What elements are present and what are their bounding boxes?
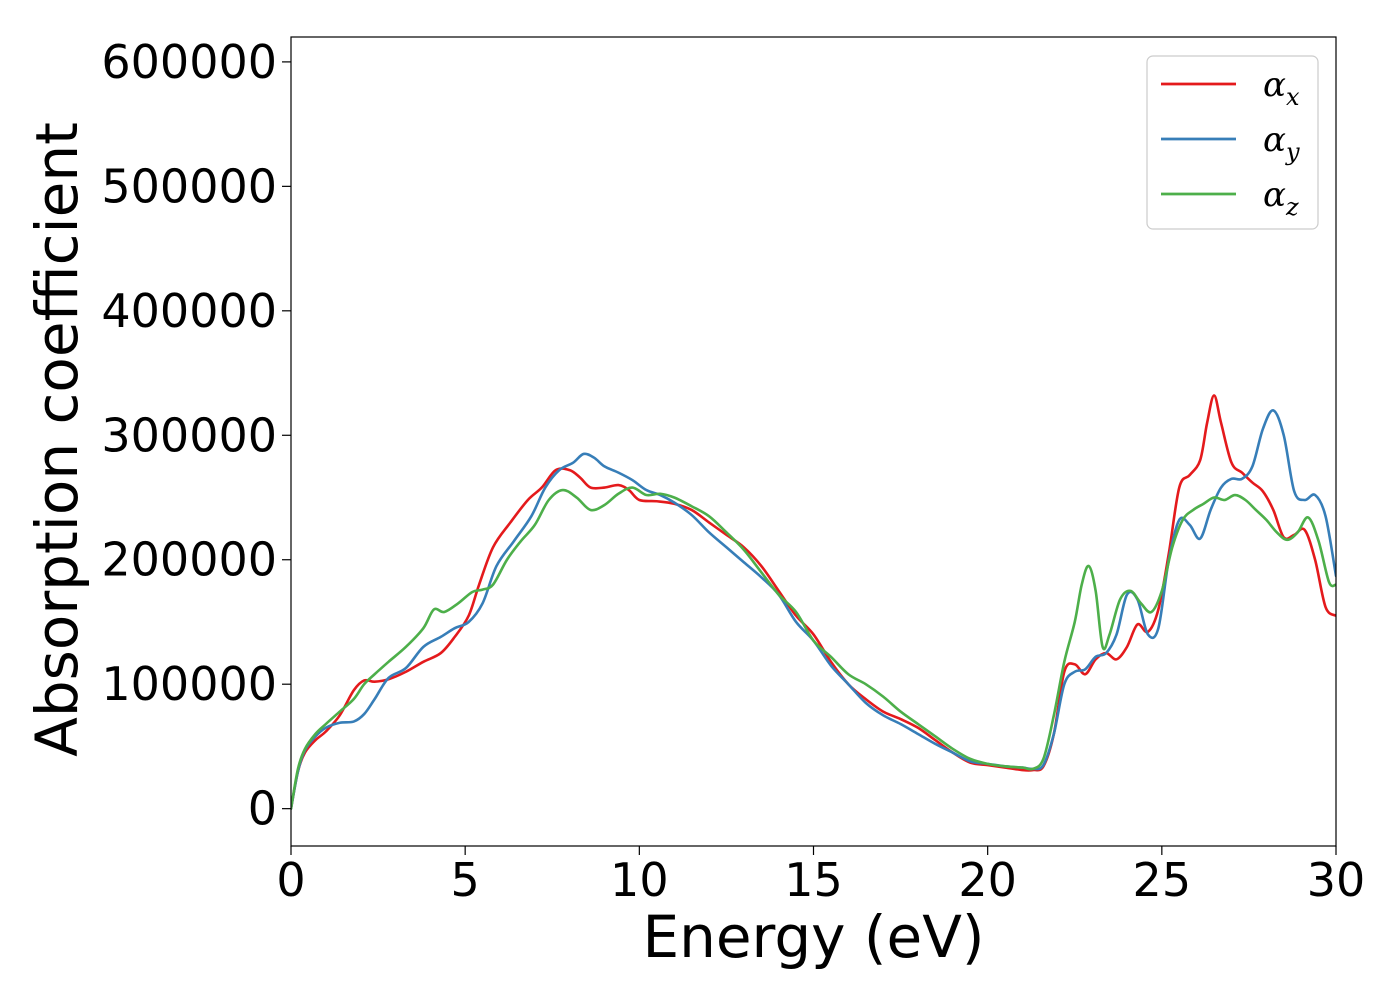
x-axis: 0 5 10 15 20 25 30	[276, 846, 1365, 907]
series-line-x	[291, 394, 1336, 810]
x-tick-label: 0	[276, 853, 305, 907]
x-tick-label: 10	[610, 853, 669, 907]
legend-label-y: αy	[1263, 120, 1300, 166]
legend-label-x: αx	[1263, 65, 1300, 111]
y-tick-label: 0	[248, 782, 277, 836]
x-tick-label: 5	[451, 853, 480, 907]
legend-box	[1146, 55, 1319, 230]
legend: αx αy αz	[1146, 55, 1319, 230]
series-layer	[291, 394, 1336, 810]
x-tick-label: 25	[1133, 853, 1192, 907]
y-tick-label: 600000	[101, 35, 277, 89]
y-tick-label: 400000	[101, 284, 277, 338]
x-tick-label: 20	[958, 853, 1017, 907]
y-axis-label: Absorption coefficient	[23, 122, 91, 757]
x-axis-label: Energy (eV)	[642, 903, 984, 971]
y-axis: 0 100000 200000 300000 400000 500000 600000	[101, 35, 291, 836]
y-tick-label: 200000	[101, 533, 277, 587]
y-tick-label: 300000	[101, 408, 277, 462]
y-tick-label: 100000	[101, 657, 277, 711]
y-tick-label: 500000	[101, 159, 277, 213]
legend-label-z: αz	[1263, 175, 1299, 221]
series-line-y	[291, 409, 1336, 810]
series-line-z	[291, 486, 1336, 810]
x-tick-label: 30	[1307, 853, 1366, 907]
x-tick-label: 15	[784, 853, 843, 907]
